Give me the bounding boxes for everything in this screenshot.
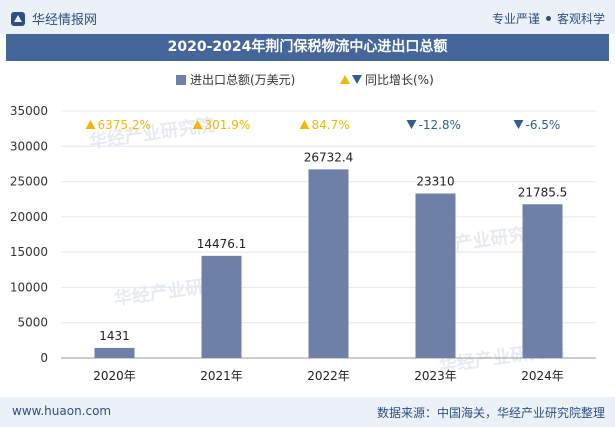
bar <box>201 255 242 358</box>
footer: www.huaon.com 数据来源：中国海关，华经产业研究院整理 <box>0 397 615 427</box>
legend-up-triangle-icon <box>340 75 350 84</box>
x-tick-label: 2024年 <box>521 369 564 383</box>
bar-value-label: 21785.5 <box>518 185 568 199</box>
brand-name: 华经情报网 <box>32 13 98 28</box>
growth-up-triangle-icon <box>299 120 310 129</box>
growth-label: 84.7% <box>312 118 350 132</box>
growth-down-triangle-icon <box>513 120 524 129</box>
y-tick-label: 5000 <box>17 316 48 330</box>
x-tick-label: 2021年 <box>200 369 243 383</box>
motto-left: 专业严谨 <box>491 12 540 26</box>
legend-down-triangle-icon <box>352 75 362 84</box>
y-tick-label: 20000 <box>10 210 48 224</box>
bar <box>308 169 349 358</box>
x-tick-label: 2023年 <box>414 369 457 383</box>
x-tick-label: 2022年 <box>307 369 350 383</box>
bar <box>522 204 563 358</box>
y-tick-label: 15000 <box>10 245 48 259</box>
y-tick-label: 10000 <box>10 280 48 294</box>
huajing-logo-icon <box>11 11 25 26</box>
bar-value-label: 23310 <box>416 174 454 188</box>
bar <box>94 347 135 358</box>
x-tick-label: 2020年 <box>93 369 136 383</box>
y-tick-label: 35000 <box>10 104 48 118</box>
growth-label: 301.9% <box>205 118 251 132</box>
y-tick-label: 25000 <box>10 175 48 189</box>
y-tick-label: 0 <box>40 351 48 365</box>
legend-label-growth: 同比增长(%) <box>365 73 434 87</box>
dot-icon <box>545 16 551 21</box>
top-bar: 华经情报网 专业严谨 客观科学 <box>0 0 615 34</box>
legend-label-bars: 进出口总额(万美元) <box>190 73 295 87</box>
bar <box>415 193 456 358</box>
legend-swatch-bars <box>176 75 186 85</box>
growth-down-triangle-icon <box>406 120 417 129</box>
growth-label: -12.8% <box>419 118 461 132</box>
bar-value-label: 1431 <box>99 329 130 343</box>
motto: 专业严谨 客观科学 <box>492 10 605 27</box>
bar-chart: 华经产业研究院华经产业研究院华经产业研究院华经产业研究院050001000015… <box>10 73 596 383</box>
growth-label: 6375.2% <box>98 118 151 132</box>
chart-title: 2020-2024年荆门保税物流中心进出口总额 <box>6 34 609 61</box>
growth-up-triangle-icon <box>192 120 203 129</box>
footer-website: www.huaon.com <box>12 404 112 418</box>
brand: 华经情报网 <box>10 9 97 28</box>
footer-source: 数据来源：中国海关，华经产业研究院整理 <box>376 406 605 420</box>
bar-value-label: 14476.1 <box>197 237 247 251</box>
bar-value-label: 26732.4 <box>304 150 354 164</box>
growth-label: -6.5% <box>526 118 561 132</box>
y-tick-label: 30000 <box>10 139 48 153</box>
growth-up-triangle-icon <box>85 120 96 129</box>
motto-right: 客观科学 <box>556 12 605 26</box>
